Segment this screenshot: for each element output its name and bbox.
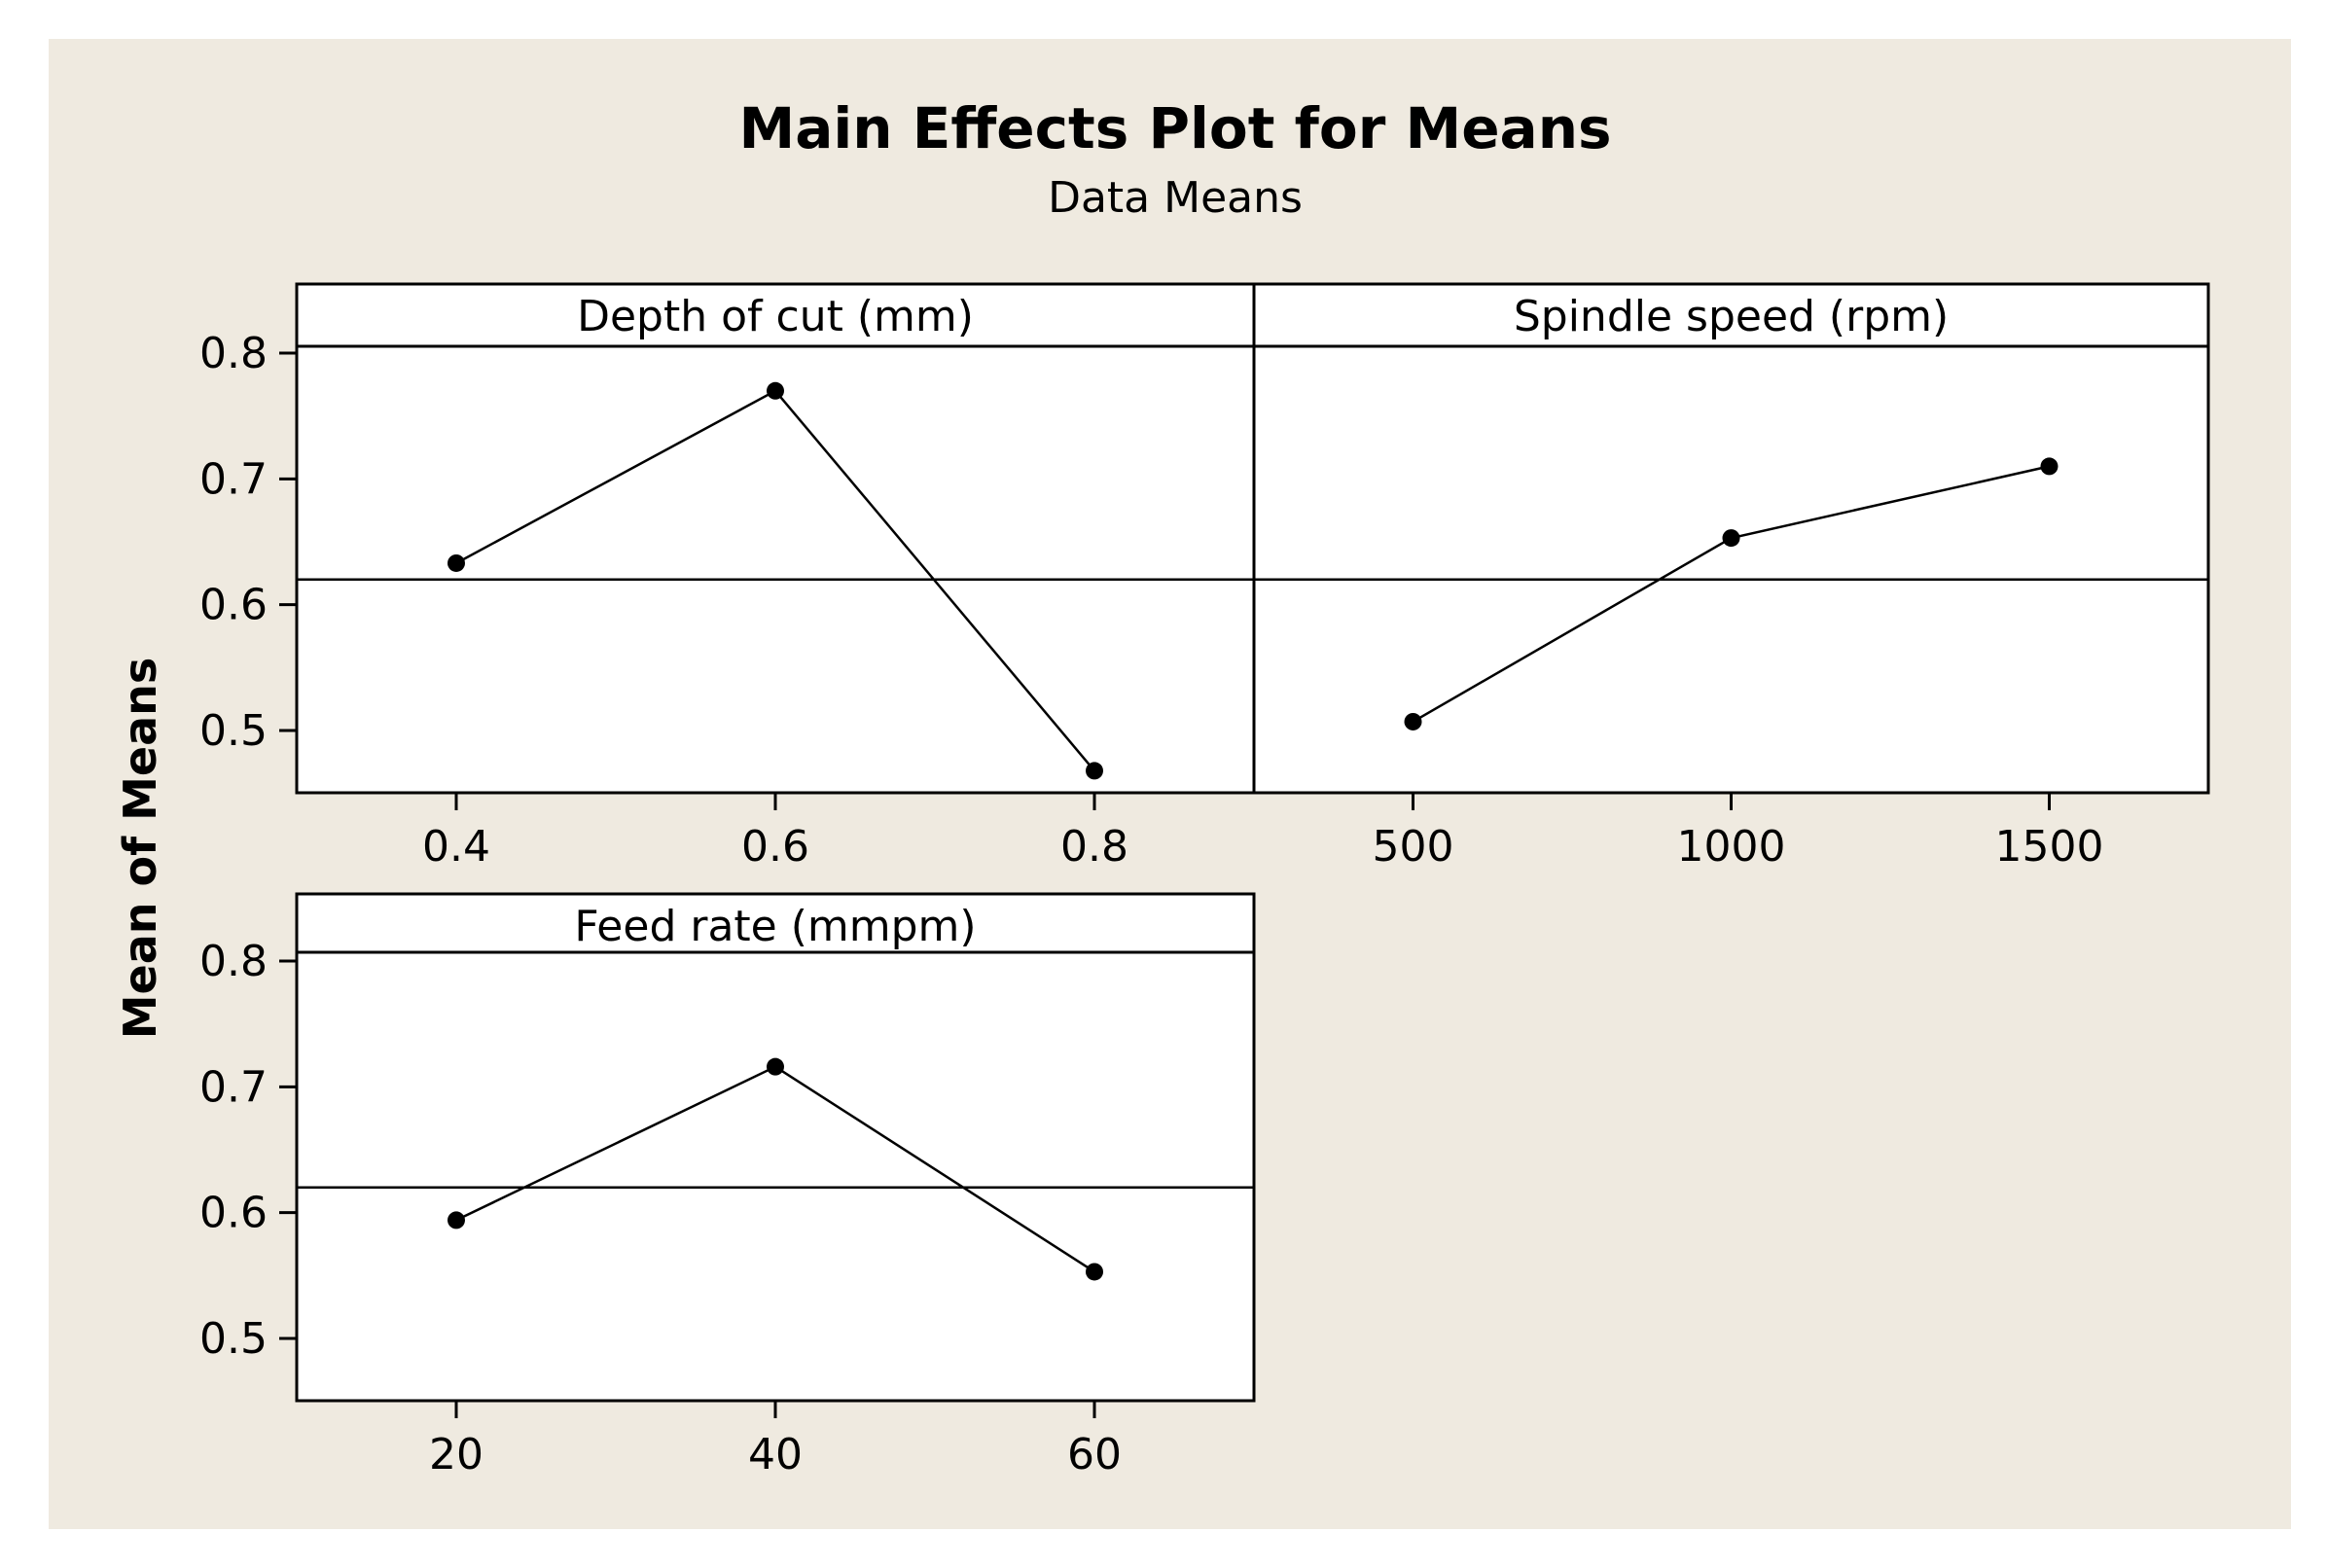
x-tick-label: 0.6: [741, 822, 809, 872]
x-tick-label: 60: [1067, 1430, 1122, 1479]
panel-frame: [295, 282, 1256, 795]
data-point: [1086, 762, 1103, 780]
y-tick-label: 0.6: [199, 1189, 268, 1238]
data-point: [448, 1211, 465, 1229]
x-tick-label: 1500: [1995, 822, 2104, 872]
chart-title: Main Effects Plot for Means: [738, 95, 1611, 161]
y-tick-label: 0.5: [199, 1314, 268, 1364]
y-tick-label: 0.6: [199, 581, 268, 630]
panels-layer: Depth of cut (mm) 0.5 0.6 0.7 0.8 0.4 0.6 0.8 Sp…: [199, 282, 2210, 1479]
panel-title: Feed rate (mmpm): [574, 902, 976, 951]
data-point: [767, 381, 784, 400]
y-axis-label: Mean of Means: [114, 658, 166, 1040]
y-tick-label: 0.7: [199, 454, 268, 504]
data-point: [1404, 712, 1422, 731]
panel-feed: Feed rate (mmpm) 0.5 0.6 0.7 0.8 20 40 60: [199, 892, 1256, 1479]
y-tick-label: 0.8: [199, 937, 268, 986]
x-tick-label: 0.4: [422, 822, 490, 872]
x-tick-label: 500: [1373, 822, 1454, 872]
y-tick-label: 0.7: [199, 1062, 268, 1112]
chart-subtitle: Data Means: [1048, 173, 1303, 223]
panel-depth: Depth of cut (mm) 0.5 0.6 0.7 0.8 0.4 0.6 0.8: [199, 282, 1256, 872]
data-point: [1722, 529, 1740, 548]
x-tick-label: 0.8: [1060, 822, 1128, 872]
y-tick-label: 0.5: [199, 706, 268, 756]
panel-frame: [295, 892, 1256, 1403]
x-tick-label: 1000: [1677, 822, 1786, 872]
data-point: [1086, 1263, 1103, 1281]
panel-spindle: Spindle speed (rpm) 500 1000 1500: [1252, 282, 2210, 872]
x-tick-label: 40: [748, 1430, 803, 1479]
data-point: [448, 553, 465, 572]
panel-title: Spindle speed (rpm): [1514, 292, 1949, 341]
data-point: [2040, 457, 2058, 476]
data-point: [767, 1057, 784, 1076]
x-tick-label: 20: [429, 1430, 483, 1479]
panel-title: Depth of cut (mm): [577, 292, 974, 341]
y-tick-label: 0.8: [199, 329, 268, 378]
